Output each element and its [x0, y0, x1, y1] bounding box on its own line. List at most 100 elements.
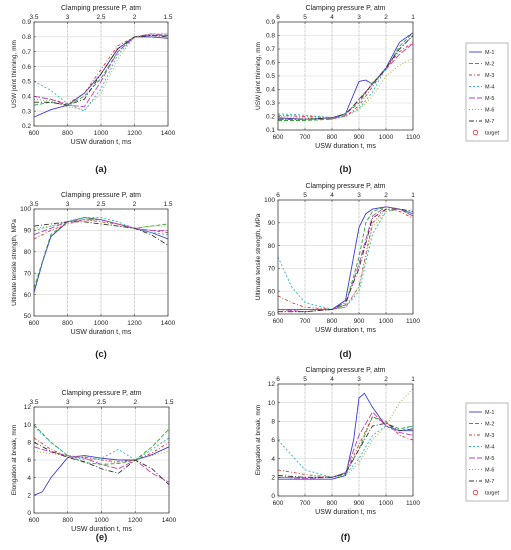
panel-label-f: (f)	[341, 532, 351, 543]
y-tick-label: 0.9	[266, 19, 275, 26]
legend-entry-label: M-2	[485, 422, 494, 428]
top-tick-label: 2.5	[97, 399, 106, 406]
y-tick-label: 8	[27, 440, 31, 447]
series-line-m5	[278, 43, 414, 120]
panel-label-d: (d)	[339, 349, 351, 360]
y-tick-label: 10	[268, 400, 276, 407]
top-tick-label: 2	[133, 14, 137, 21]
top-tick-label: 6	[276, 376, 280, 383]
top-tick-label: 2	[384, 192, 388, 199]
series-line-m7	[277, 422, 414, 478]
x-tick-label: 1200	[128, 517, 143, 524]
y-tick-label: 0.7	[22, 49, 31, 56]
y-tick-label: 0.6	[22, 64, 31, 71]
x-axis-label: USW duration t, ms	[315, 327, 376, 334]
y-tick-label: 60	[268, 288, 276, 295]
x-tick-label: 1400	[161, 320, 176, 327]
y-tick-label: 100	[20, 206, 31, 213]
top-tick-label: 1.5	[163, 14, 172, 21]
top-tick-label: 2	[133, 201, 137, 208]
top-tick-label: 2	[384, 376, 388, 383]
y-tick-label: 12	[24, 404, 32, 411]
y-tick-label: 12	[268, 381, 276, 388]
series-line-m5	[33, 219, 168, 236]
x-tick-label: 600	[273, 134, 284, 141]
series-line-m2	[278, 32, 414, 121]
series-line-m3	[33, 437, 170, 463]
legend-entry-label: M-3	[485, 73, 494, 79]
y-tick-label: 100	[264, 197, 275, 204]
series-line-m7	[34, 34, 169, 106]
x-tick-label: 1000	[379, 318, 394, 325]
panel-label-e: (e)	[96, 532, 108, 543]
y-tick-label: 0.7	[266, 46, 275, 53]
x-tick-label: 1100	[406, 134, 420, 141]
top-tick-label: 3	[357, 376, 361, 383]
y-axis-label: Ultimate tensile strength, MPa	[255, 213, 262, 300]
y-tick-label: 70	[24, 270, 32, 277]
series-line-m6	[278, 388, 414, 478]
top-tick-label: 2.5	[96, 14, 105, 21]
top-tick-label: 1	[411, 376, 415, 383]
x-tick-label: 1100	[406, 500, 420, 507]
top-tick-label: 2	[384, 14, 388, 21]
top-tick-label: 4	[330, 14, 334, 21]
x-axis-label: USW duration t, ms	[71, 526, 132, 533]
legend-box-1: M-1 M-2 M-3 M-4 M-5 M-6 M-7 target	[465, 42, 509, 142]
y-tick-label: 0.8	[22, 34, 31, 41]
top-tick-label: 1.5	[164, 399, 173, 406]
series-line-m7	[33, 221, 169, 246]
y-tick-label: 2	[27, 493, 31, 500]
y-tick-label: 80	[268, 243, 276, 250]
x-tick-label: 800	[62, 130, 73, 137]
top-axis-title: Clamping pressure P, atm	[305, 183, 385, 190]
legend-entry-label: M-5	[485, 456, 494, 462]
y-tick-label: 4	[271, 456, 275, 463]
legend-entry-label: M-4	[485, 85, 494, 91]
x-tick-label: 1000	[379, 134, 394, 141]
series-line-m6	[278, 208, 414, 313]
legend-entry-label: M-4	[485, 445, 494, 451]
legend-frame	[465, 402, 509, 502]
x-axis-label: USW duration t, ms	[71, 329, 132, 336]
y-tick-label: 6	[271, 437, 275, 444]
x-tick-label: 600	[29, 320, 40, 327]
top-tick-label: 1.5	[163, 201, 172, 208]
series-line-m2	[278, 416, 414, 478]
chart-panel-e: 600 800 1000 1200 1400 0 2 4 6 8 10 123.5 3 2.5 2 1.5 Cl…	[11, 390, 177, 543]
y-tick-label: 0.6	[266, 60, 275, 67]
top-axis-title: Clamping pressure P, atm	[61, 5, 141, 12]
y-tick-label: 0	[27, 510, 31, 517]
top-tick-label: 3	[357, 192, 361, 199]
legend-entry-label: M-1	[485, 50, 494, 56]
x-tick-label: 1400	[162, 517, 177, 524]
series-line-m3	[277, 208, 414, 310]
legend-entry-label: target	[485, 131, 500, 137]
x-tick-label: 700	[300, 500, 311, 507]
top-tick-label: 5	[303, 376, 307, 383]
y-tick-label: 8	[271, 419, 275, 426]
panel-label-b: (b)	[339, 164, 351, 175]
y-tick-label: 80	[24, 249, 32, 256]
x-tick-label: 800	[327, 318, 338, 325]
legend-swatch-target	[472, 129, 479, 136]
x-tick-label: 600	[273, 318, 284, 325]
series-line-m1	[278, 206, 414, 310]
x-tick-label: 1100	[406, 318, 420, 325]
legend-entry-label: M-7	[485, 479, 494, 485]
x-tick-label: 700	[300, 318, 311, 325]
series-line-m1	[278, 392, 413, 480]
y-axis-label: USW joint thinning, mm	[255, 42, 262, 110]
y-tick-label: 0.3	[266, 100, 275, 107]
y-tick-label: 0.4	[266, 87, 275, 94]
series-line-m7	[33, 441, 170, 486]
y-tick-label: 0.9	[22, 19, 31, 26]
series-line-m3	[277, 41, 414, 119]
y-axis-label: Elongation at break, mm	[255, 405, 262, 475]
x-tick-label: 1400	[161, 130, 176, 137]
y-axis-label: USW joint thinning, mm	[11, 40, 18, 108]
x-axis-label: USW duration t, ms	[315, 509, 376, 516]
